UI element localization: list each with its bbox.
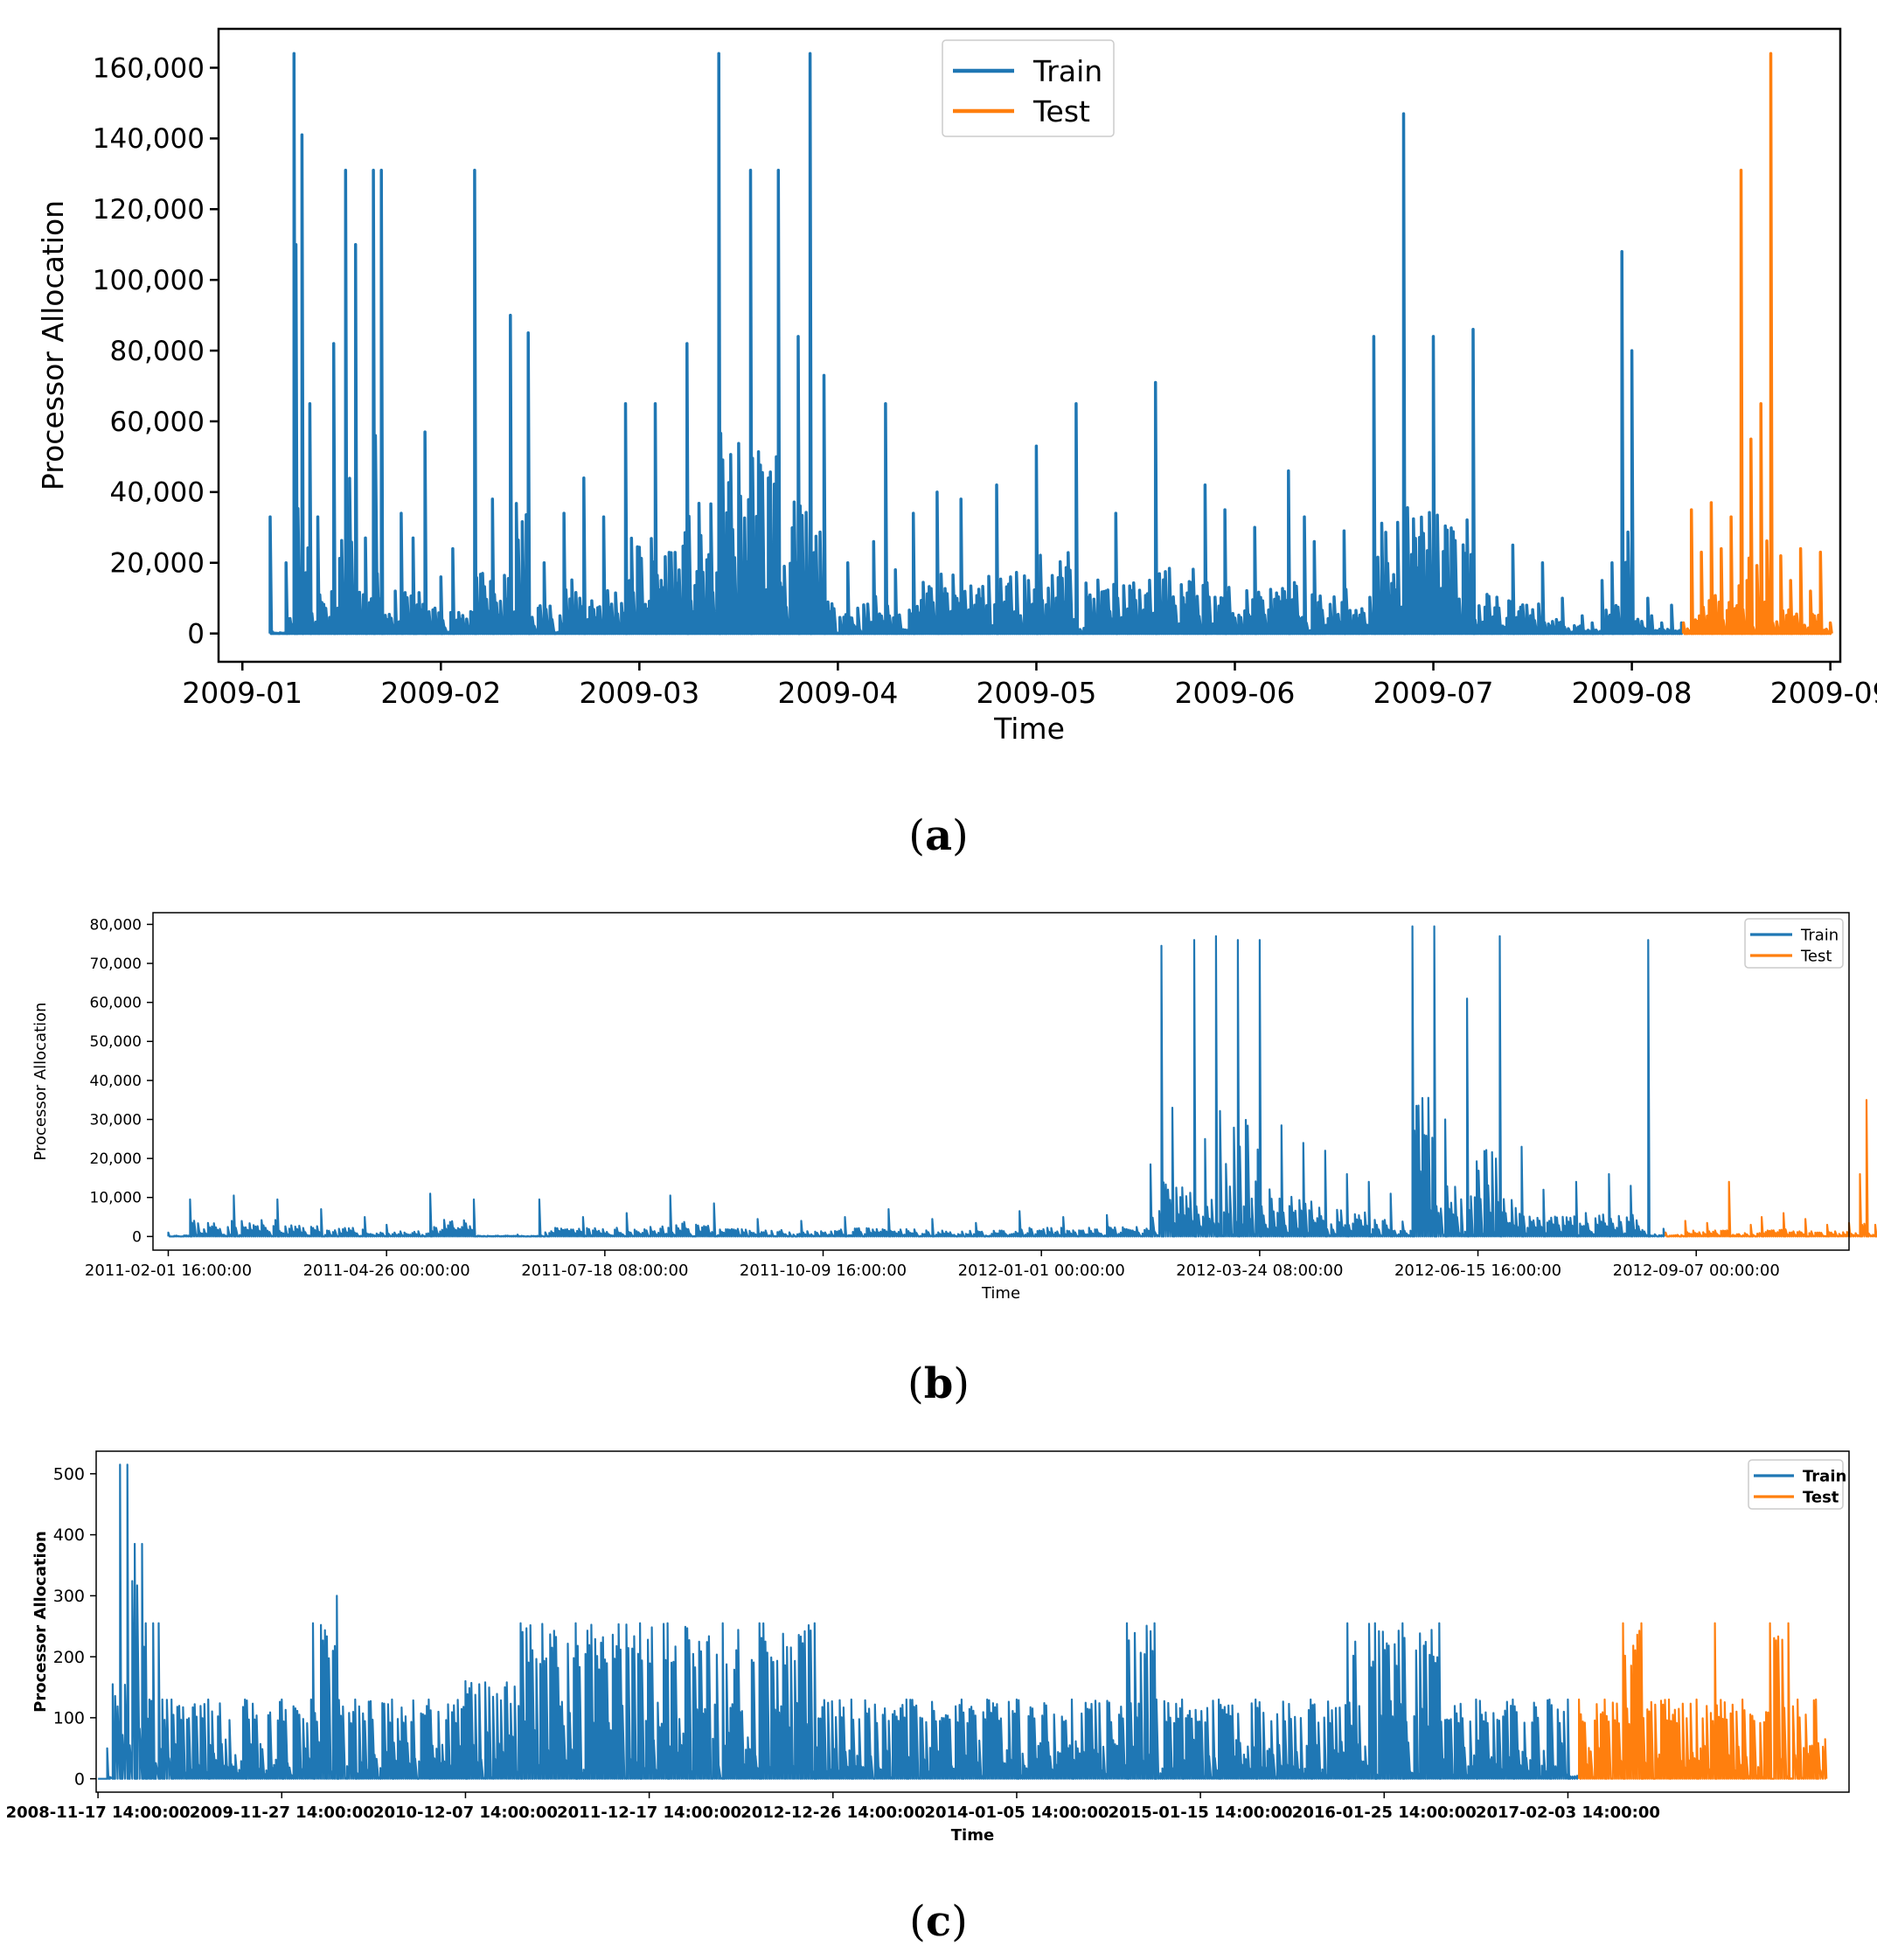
x-tick-label: 2009-11-27 14:00:00 bbox=[190, 1804, 374, 1822]
y-tick-label: 80,000 bbox=[90, 916, 142, 934]
x-tick-label: 2009-03 bbox=[579, 676, 699, 710]
x-tick-label: 2009-07 bbox=[1373, 676, 1494, 710]
x-tick-label: 2010-12-07 14:00:00 bbox=[373, 1804, 558, 1822]
x-tick-label: 2012-03-24 08:00:00 bbox=[1176, 1261, 1343, 1280]
y-tick-label: 400 bbox=[53, 1526, 85, 1545]
y-tick-label: 100 bbox=[53, 1709, 85, 1728]
y-tick-label: 70,000 bbox=[90, 956, 142, 973]
caption-c: (c) bbox=[909, 1897, 968, 1946]
x-tick-label: 2009-06 bbox=[1175, 676, 1296, 710]
x-tick-label: 2009-09 bbox=[1770, 676, 1877, 710]
x-tick-label: 2009-08 bbox=[1572, 676, 1693, 710]
y-tick-label: 160,000 bbox=[93, 52, 205, 84]
x-tick-label: 2011-04-26 00:00:00 bbox=[303, 1261, 470, 1280]
y-tick-label: 80,000 bbox=[110, 336, 205, 367]
legend-label-test: Test bbox=[1800, 947, 1832, 965]
series-test-line bbox=[1665, 1099, 1877, 1238]
x-axis-label: Time bbox=[993, 712, 1065, 746]
legend-label-test: Test bbox=[1032, 94, 1090, 129]
y-tick-label: 120,000 bbox=[93, 194, 205, 226]
y-tick-label: 40,000 bbox=[110, 477, 205, 509]
series-test-line bbox=[1681, 52, 1833, 636]
chart-b: 0 10,000 20,000 30,000 40,000 50,000 60,000 70,… bbox=[31, 912, 1877, 1303]
y-tick-label: 20,000 bbox=[90, 1150, 142, 1168]
y-tick-label: 30,000 bbox=[90, 1111, 142, 1129]
x-tick-label: 2011-02-01 16:00:00 bbox=[85, 1261, 252, 1280]
x-tick-label: 2011-10-09 16:00:00 bbox=[740, 1261, 907, 1280]
y-axis-label: Processor Allocation bbox=[36, 200, 70, 490]
x-tick-label: 2017-02-03 14:00:00 bbox=[1476, 1804, 1660, 1822]
y-tick-label: 0 bbox=[187, 618, 205, 650]
series-train-line bbox=[268, 52, 1685, 636]
series-train-line bbox=[98, 1463, 1580, 1780]
series-train-line bbox=[167, 925, 1666, 1238]
y-axis-label: Processor Allocation bbox=[31, 1002, 50, 1160]
legend-label-test: Test bbox=[1803, 1488, 1839, 1506]
caption-b-letter: b bbox=[923, 1359, 954, 1408]
y-tick-label: 50,000 bbox=[90, 1033, 142, 1051]
x-tick-label: 2015-01-15 14:00:00 bbox=[1109, 1804, 1293, 1822]
y-tick-label: 60,000 bbox=[110, 407, 205, 438]
y-tick-label: 500 bbox=[53, 1464, 85, 1484]
y-tick-label: 10,000 bbox=[90, 1190, 142, 1207]
y-tick-label: 0 bbox=[132, 1228, 142, 1246]
caption-a: (a) bbox=[908, 811, 969, 860]
y-tick-label: 200 bbox=[53, 1648, 85, 1667]
y-tick-label: 300 bbox=[53, 1587, 85, 1606]
plot-frame bbox=[217, 27, 1842, 664]
x-tick-label: 2009-02 bbox=[380, 676, 501, 710]
y-tick-label: 60,000 bbox=[90, 995, 142, 1012]
x-tick-label: 2009-05 bbox=[977, 676, 1097, 710]
x-tick-label: 2014-01-05 14:00:00 bbox=[924, 1804, 1109, 1822]
y-tick-label: 100,000 bbox=[93, 265, 205, 296]
plot-frame bbox=[95, 1450, 1850, 1793]
chart-c: 0 100 200 300 400 500 2008-11-17 14:00:00 2009-… bbox=[6, 1450, 1850, 1845]
plot-frame bbox=[152, 912, 1850, 1251]
x-axis-label: Time bbox=[951, 1826, 994, 1845]
x-tick-label: 2016-01-25 14:00:00 bbox=[1292, 1804, 1477, 1822]
caption-a-letter: a bbox=[924, 811, 953, 860]
y-tick-label: 140,000 bbox=[93, 123, 205, 155]
x-tick-label: 2012-01-01 00:00:00 bbox=[958, 1261, 1125, 1280]
legend-label-train: Train bbox=[1032, 54, 1102, 88]
x-tick-label: 2009-01 bbox=[182, 676, 302, 710]
x-tick-label: 2008-11-17 14:00:00 bbox=[6, 1804, 191, 1822]
x-axis-label: Time bbox=[981, 1284, 1020, 1303]
caption-c-letter: c bbox=[925, 1897, 952, 1946]
y-axis-label: Processor Allocation bbox=[31, 1531, 50, 1713]
x-tick-label: 2011-07-18 08:00:00 bbox=[521, 1261, 688, 1280]
series-test-line bbox=[1578, 1622, 1828, 1780]
x-tick-label: 2012-12-26 14:00:00 bbox=[740, 1804, 925, 1822]
legend-label-train: Train bbox=[1800, 926, 1839, 944]
x-tick-label: 2012-09-07 00:00:00 bbox=[1613, 1261, 1780, 1280]
y-tick-label: 20,000 bbox=[110, 548, 205, 580]
x-tick-label: 2012-06-15 16:00:00 bbox=[1394, 1261, 1561, 1280]
caption-b: (b) bbox=[907, 1359, 970, 1408]
legend-label-train: Train bbox=[1803, 1467, 1846, 1485]
x-tick-label: 2009-04 bbox=[777, 676, 898, 710]
chart-a: 0 20,000 40,000 60,000 80,000 100,000 120,000 1… bbox=[36, 27, 1877, 746]
x-tick-label: 2011-12-17 14:00:00 bbox=[557, 1804, 741, 1822]
y-tick-label: 40,000 bbox=[90, 1073, 142, 1090]
y-tick-label: 0 bbox=[74, 1769, 85, 1789]
